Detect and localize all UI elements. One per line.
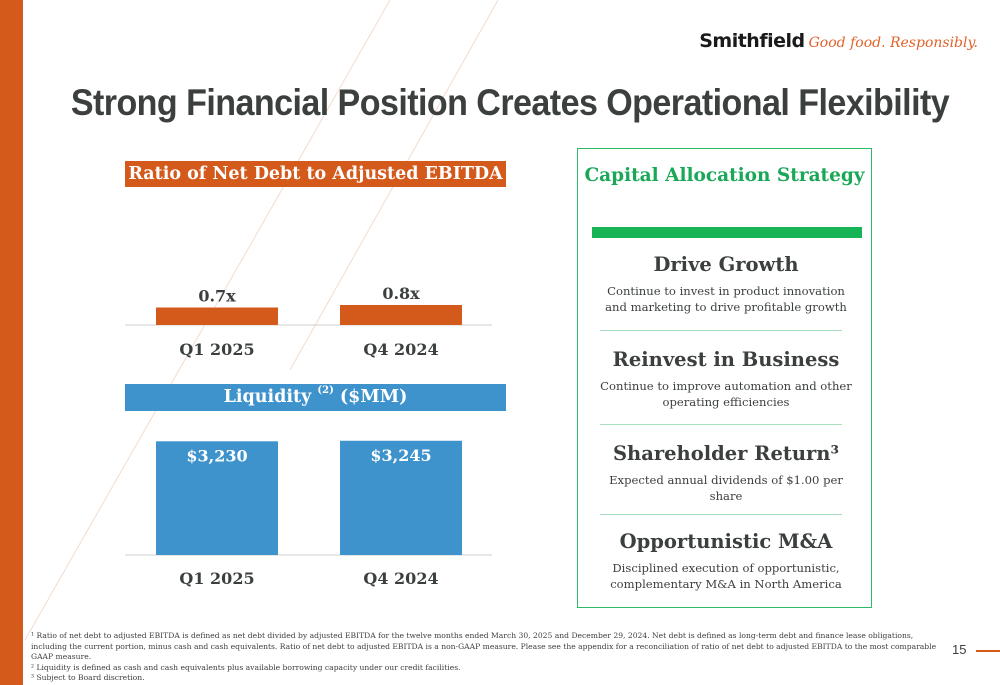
logo-wordmark: Smithfield <box>699 30 805 52</box>
strategy-heading: Reinvest in Business <box>612 348 840 371</box>
ratio-chart-header: Ratio of Net Debt to Adjusted EBITDA (1) <box>125 161 506 199</box>
ratio-header-label: Ratio of Net Debt to Adjusted EBITDA <box>128 164 503 184</box>
capital-allocation-panel: Capital Allocation Strategy Drive Growth… <box>577 148 872 608</box>
strategy-description: Disciplined execution of opportunistic, … <box>610 561 842 591</box>
liquidity-chart-header: Liquidity (2) ($MM) <box>125 384 506 411</box>
footnote: ³ Subject to Board discretion. <box>31 673 145 682</box>
strategy-description: Continue to improve automation and other… <box>600 379 852 409</box>
left-accent-bar <box>0 0 23 685</box>
liquidity-category-label: Q1 2025 <box>179 569 254 588</box>
ratio-header-note: (1) <box>307 188 324 199</box>
ratio-data-label: 0.7x <box>198 287 236 306</box>
strategy-heading: Opportunistic M&A <box>619 530 833 553</box>
strategy-opportunistic-ma: Opportunistic M&A Disciplined execution … <box>600 530 852 592</box>
strategy-divider <box>600 424 842 425</box>
liquidity-category-label: Q4 2024 <box>363 569 438 588</box>
page-number-accent <box>976 650 1000 652</box>
liquidity-header-label: Liquidity <box>223 387 312 407</box>
strategy-reinvest: Reinvest in Business Continue to improve… <box>600 348 852 410</box>
footnote: ¹ Ratio of net debt to adjusted EBITDA i… <box>31 631 937 661</box>
strategy-heading: Shareholder Return³ <box>612 442 840 465</box>
page-title: Strong Financial Position Creates Operat… <box>70 82 950 123</box>
liquidity-header-unit: ($MM) <box>339 387 408 407</box>
liquidity-data-label: $3,230 <box>186 446 247 465</box>
footnotes: ¹ Ratio of net debt to adjusted EBITDA i… <box>31 631 941 684</box>
footnote: ² Liquidity is defined as cash and cash … <box>31 662 461 672</box>
smithfield-logo: Smithfield Good food. Responsibly. <box>699 30 978 52</box>
strategy-heading: Drive Growth <box>653 253 799 276</box>
liquidity-header-note: (2) <box>317 385 334 396</box>
strategy-description: Expected annual dividends of $1.00 per s… <box>609 473 843 503</box>
ratio-bar <box>156 307 278 325</box>
liquidity-bar <box>340 440 462 555</box>
panel-green-bar <box>592 227 862 238</box>
strategy-divider <box>600 330 842 331</box>
strategy-drive-growth: Drive Growth Continue to invest in produ… <box>600 253 852 315</box>
strategy-shareholder-return: Shareholder Return³ Expected annual divi… <box>600 442 852 504</box>
ratio-data-label: 0.8x <box>382 284 420 303</box>
liquidity-data-label: $3,245 <box>370 446 431 465</box>
ratio-category-label: Q1 2025 <box>179 340 254 359</box>
ratio-category-label: Q4 2024 <box>363 340 438 359</box>
logo-tagline: Good food. Responsibly. <box>808 35 978 51</box>
strategy-divider <box>600 514 842 515</box>
liquidity-bar <box>156 441 278 555</box>
page-number: 15 <box>952 642 967 657</box>
panel-title: Capital Allocation Strategy <box>584 165 865 186</box>
strategy-description: Continue to invest in product innovation… <box>605 284 847 314</box>
ratio-bar <box>340 305 462 325</box>
